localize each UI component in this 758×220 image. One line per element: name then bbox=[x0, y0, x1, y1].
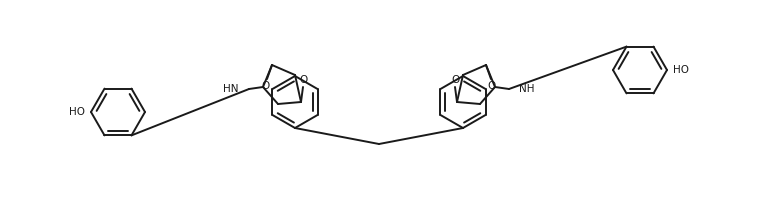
Text: O: O bbox=[299, 75, 307, 85]
Text: HO: HO bbox=[69, 107, 85, 117]
Text: O: O bbox=[451, 75, 459, 85]
Text: O: O bbox=[488, 81, 496, 91]
Text: HN: HN bbox=[224, 84, 239, 94]
Text: NH: NH bbox=[519, 84, 534, 94]
Text: O: O bbox=[262, 81, 270, 91]
Text: HO: HO bbox=[673, 65, 689, 75]
